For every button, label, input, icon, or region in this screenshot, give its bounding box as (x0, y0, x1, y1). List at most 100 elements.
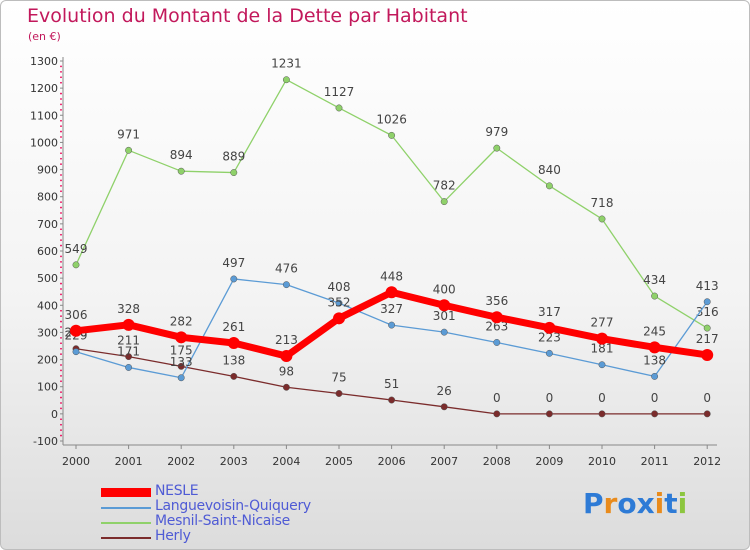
data-label: 245 (643, 324, 666, 338)
y-minor-tick (60, 174, 62, 176)
x-tick-label: 2005 (325, 455, 353, 468)
data-label: 26 (437, 384, 452, 398)
y-tick-label: 1300 (30, 55, 58, 68)
data-point (598, 361, 606, 369)
y-minor-tick (60, 163, 62, 166)
data-label: 1231 (271, 57, 302, 71)
legend-swatch (101, 537, 151, 539)
data-point (545, 182, 553, 190)
y-minor-tick (60, 266, 62, 269)
y-minor-tick (60, 190, 62, 193)
logo-letter: i (677, 487, 688, 520)
data-label: 0 (493, 391, 501, 405)
y-minor-tick (60, 119, 62, 122)
y-minor-tick (60, 336, 62, 339)
data-point (122, 318, 135, 331)
data-label: 782 (433, 179, 456, 193)
y-minor-tick (60, 65, 62, 68)
y-minor-tick (60, 108, 62, 111)
y-minor-tick (60, 206, 62, 209)
y-minor-tick (60, 418, 62, 421)
data-label: 476 (275, 262, 298, 276)
y-minor-tick (60, 407, 62, 410)
x-tick-label: 2002 (167, 455, 195, 468)
data-label: 138 (222, 353, 245, 367)
data-label: 0 (546, 391, 554, 405)
data-point (598, 410, 606, 418)
data-point (388, 321, 396, 329)
data-label: 263 (485, 319, 508, 333)
y-tick-label: 0 (51, 408, 58, 421)
data-point (440, 403, 448, 411)
x-tick-label: 2011 (641, 455, 669, 468)
y-minor-tick (60, 271, 62, 274)
legend-label: Mesnil-Saint-Nicaise (155, 513, 290, 529)
y-minor-tick (60, 184, 62, 187)
data-label: 301 (433, 309, 456, 323)
y-minor-tick (60, 293, 62, 296)
data-label: 0 (703, 391, 711, 405)
y-minor-tick (60, 391, 62, 394)
data-label: 98 (279, 364, 294, 378)
data-label: 282 (170, 314, 193, 328)
data-point (493, 144, 501, 152)
data-label: 549 (65, 242, 88, 256)
logo-letter: i (654, 487, 665, 520)
data-point (70, 324, 82, 337)
data-point (440, 198, 448, 206)
data-label: 327 (380, 302, 403, 316)
y-minor-tick (60, 374, 62, 377)
data-label: 171 (117, 344, 140, 358)
y-tick-label: 1200 (30, 82, 58, 95)
logo-letter: x (636, 487, 655, 520)
data-label: 328 (117, 302, 140, 316)
y-minor-tick (60, 70, 62, 73)
data-point (177, 362, 185, 370)
y-minor-tick (60, 125, 62, 128)
data-label: 0 (651, 391, 659, 405)
y-minor-tick (60, 130, 62, 133)
y-minor-tick (60, 212, 62, 214)
data-label: 400 (433, 282, 456, 296)
y-minor-tick (60, 353, 62, 356)
data-point (72, 348, 80, 356)
data-label: 1026 (376, 112, 407, 126)
data-label: 718 (591, 196, 614, 210)
y-tick-label: 300 (37, 326, 58, 339)
y-minor-tick (60, 136, 62, 138)
chart-subtitle: (en €) (28, 30, 61, 43)
data-label: 0 (598, 391, 606, 405)
data-label: 408 (328, 280, 351, 294)
y-minor-tick (60, 320, 62, 323)
y-minor-tick (60, 309, 62, 312)
legend-label: NESLE (155, 483, 199, 499)
y-tick-label: 100 (37, 381, 58, 394)
data-label: 1127 (324, 85, 355, 99)
y-minor-tick (60, 255, 62, 258)
data-label: 51 (384, 377, 399, 391)
y-minor-tick (60, 81, 62, 84)
data-point (651, 372, 659, 380)
x-tick-label: 2003 (220, 455, 248, 468)
data-label: 175 (170, 343, 193, 357)
data-point (335, 299, 343, 307)
y-minor-tick (60, 179, 62, 182)
data-point (227, 337, 240, 350)
proxiti-logo: Proxiti (583, 487, 687, 520)
y-minor-tick (60, 396, 62, 399)
data-point (438, 299, 451, 312)
data-point (388, 396, 396, 404)
data-point (125, 363, 133, 371)
y-minor-tick (60, 76, 62, 79)
data-point (177, 167, 185, 175)
data-label: 889 (222, 150, 245, 164)
data-point (703, 410, 711, 418)
y-minor-tick (60, 244, 62, 247)
data-point (648, 341, 661, 354)
data-label: 971 (117, 127, 140, 141)
data-label: 75 (331, 371, 346, 385)
legend-label: Herly (155, 528, 191, 544)
logo-letter: P (583, 487, 604, 520)
data-point (177, 374, 185, 382)
